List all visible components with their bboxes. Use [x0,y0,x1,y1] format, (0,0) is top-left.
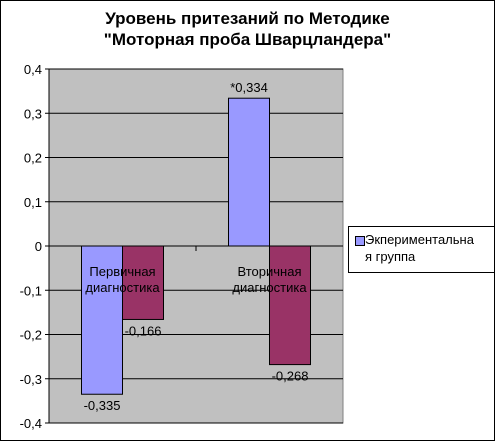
y-tick-label: -0,3 [20,372,42,387]
y-tick-label: -0,2 [20,328,42,343]
data-label: *0,334 [230,80,268,95]
bar [269,245,311,366]
x-category-label: диагностика [232,280,307,295]
y-tick-label: -0,4 [20,416,42,431]
y-tick-label: -0,1 [20,283,42,298]
chart-title: Уровень притезаний по Методике "Моторная… [0,8,495,50]
bar [228,97,270,247]
y-tick-label: 0,1 [24,195,42,210]
data-label: -0,166 [125,323,162,338]
y-tick-label: 0,4 [24,62,42,77]
data-label: -0,335 [84,398,121,413]
y-tick-label: 0,2 [24,151,42,166]
x-category-label: Первичная [89,264,155,279]
data-label: -0,268 [272,369,309,384]
legend-label-line-2: я группа [365,249,416,264]
y-tick-label: 0,3 [24,106,42,121]
chart-title-line-2: "Моторная проба Шварцландера" [103,30,392,49]
x-category-label: диагностика [85,280,160,295]
y-tick-label: 0 [35,239,42,254]
legend-label-line-1: Экпериментальна [365,232,474,247]
bar [122,245,164,320]
legend: Экпериментальна я группа [348,226,495,273]
legend-label-series-1: Экпериментальна я группа [365,231,493,265]
chart-title-line-1: Уровень притезаний по Методике [105,9,390,28]
x-category-label: Вторичная [238,264,302,279]
bar [81,245,123,395]
legend-swatch-series-1 [355,236,365,246]
